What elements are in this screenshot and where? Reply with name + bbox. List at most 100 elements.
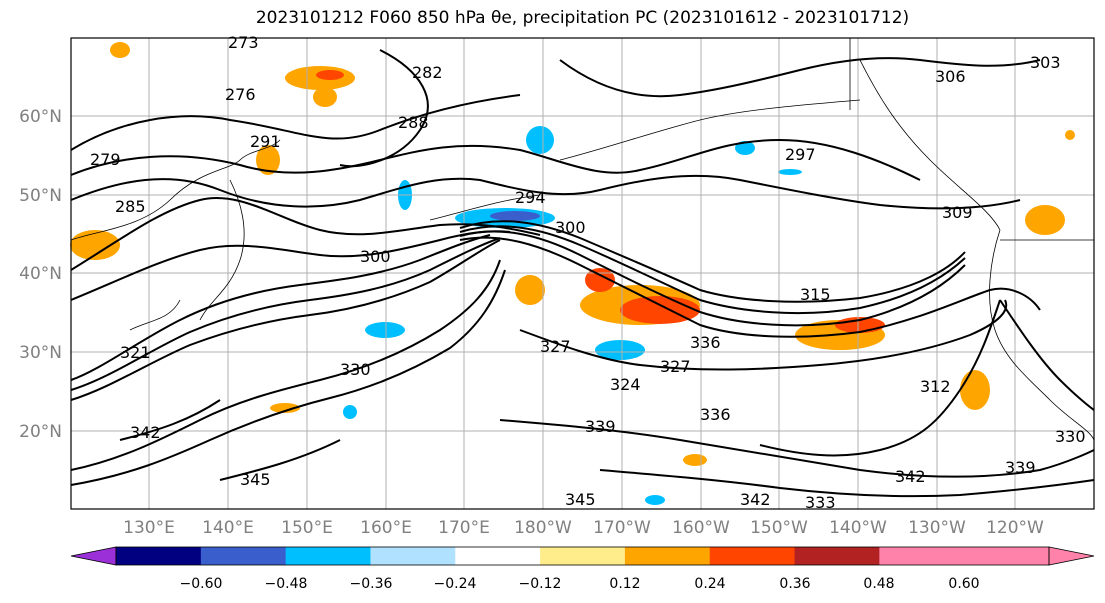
contour-label: 345 bbox=[240, 470, 271, 489]
precip-negative-region bbox=[645, 495, 665, 505]
precip-negative-region bbox=[595, 340, 645, 360]
colorbar-tick-label: −0.60 bbox=[180, 576, 223, 592]
lat-label: 30°N bbox=[19, 343, 62, 363]
precip-positive-region bbox=[316, 70, 344, 80]
lon-label: 140°W bbox=[829, 518, 887, 538]
lat-label: 60°N bbox=[19, 107, 62, 127]
contour-label: 294 bbox=[515, 188, 546, 207]
contour-label: 339 bbox=[1005, 458, 1036, 477]
contour-label: 342 bbox=[740, 490, 771, 509]
colorbar-extend-low bbox=[70, 546, 117, 566]
precip-positive-region bbox=[585, 268, 615, 292]
contour-label: 330 bbox=[340, 360, 371, 379]
precip-negative-region bbox=[778, 169, 802, 175]
precip-positive-region bbox=[1065, 130, 1075, 140]
contour-label: 315 bbox=[800, 285, 831, 304]
colorbar-tick-label: −0.12 bbox=[519, 576, 562, 592]
contour-label: 300 bbox=[555, 218, 586, 237]
colorbar-segment bbox=[285, 547, 371, 565]
colorbar-tick-label: −0.48 bbox=[265, 576, 308, 592]
lon-label: 140°E bbox=[202, 518, 254, 538]
lat-label: 20°N bbox=[19, 422, 62, 442]
colorbar-tick-label: 0.12 bbox=[609, 576, 640, 592]
contour-label: 336 bbox=[690, 333, 721, 352]
contour-label: 327 bbox=[660, 357, 691, 376]
lon-label: 150°W bbox=[750, 518, 808, 538]
colorbar-segments bbox=[116, 547, 1050, 565]
contour-label: 330 bbox=[1055, 427, 1086, 446]
colorbar-tick-label: −0.36 bbox=[350, 576, 393, 592]
colorbar-tick-label: 0.24 bbox=[694, 576, 725, 592]
contour-label: 288 bbox=[398, 113, 429, 132]
lon-label: 130°E bbox=[123, 518, 175, 538]
contour-label: 345 bbox=[565, 490, 596, 509]
map-title: 2023101212 F060 850 hPa θe, precipitatio… bbox=[255, 8, 910, 28]
contour-label: 300 bbox=[360, 247, 391, 266]
contour-label: 342 bbox=[895, 467, 926, 486]
colorbar-segment bbox=[116, 547, 202, 565]
colorbar-ticks: −0.60 −0.48 −0.36 −0.24 −0.12 0.12 0.24 … bbox=[180, 576, 980, 592]
lon-label: 180°W bbox=[514, 518, 572, 538]
colorbar-segment bbox=[879, 547, 965, 565]
lon-label: 150°E bbox=[281, 518, 333, 538]
colorbar-tick-label: −0.24 bbox=[434, 576, 477, 592]
contour-label: 303 bbox=[1030, 53, 1061, 72]
contour-label: 333 bbox=[805, 493, 836, 512]
colorbar-segment bbox=[455, 547, 541, 565]
colorbar-segment bbox=[370, 547, 456, 565]
lon-label: 160°E bbox=[360, 518, 412, 538]
precip-positive-region bbox=[515, 275, 545, 305]
colorbar-tick-label: 0.36 bbox=[779, 576, 810, 592]
lon-label: 120°W bbox=[986, 518, 1044, 538]
colorbar-extend-high bbox=[1048, 546, 1095, 566]
colorbar-segment bbox=[709, 547, 796, 565]
lon-label: 170°E bbox=[438, 518, 490, 538]
precip-positive-region bbox=[270, 403, 300, 413]
colorbar-tick-label: 0.60 bbox=[948, 576, 979, 592]
colorbar-segment bbox=[540, 547, 626, 565]
contour-label: 321 bbox=[120, 343, 151, 362]
contour-label: 279 bbox=[90, 150, 121, 169]
map-plot-area: 273 276 279 282 285 288 291 294 297 300 … bbox=[70, 33, 1095, 512]
colorbar-segment bbox=[200, 547, 287, 565]
precip-positive-region bbox=[70, 230, 120, 260]
contour-label: 276 bbox=[225, 85, 256, 104]
precip-negative-region bbox=[343, 405, 357, 419]
precip-positive-region bbox=[960, 370, 990, 410]
colorbar: −0.60 −0.48 −0.36 −0.24 −0.12 0.12 0.24 … bbox=[70, 546, 1095, 592]
colorbar-tick-label: 0.48 bbox=[863, 576, 894, 592]
precip-negative-region bbox=[490, 211, 540, 221]
map-frame bbox=[70, 37, 1095, 510]
lon-label: 160°W bbox=[672, 518, 730, 538]
contour-label: 324 bbox=[610, 375, 641, 394]
lat-label: 50°N bbox=[19, 186, 62, 206]
latitude-labels: 20°N 30°N 40°N 50°N 60°N bbox=[19, 107, 62, 442]
longitude-labels: 130°E 140°E 150°E 160°E 170°E 180°W 170°… bbox=[123, 518, 1044, 538]
contour-label: 327 bbox=[540, 337, 571, 356]
precip-negative-region bbox=[526, 126, 554, 154]
contour-labels: 273 276 279 282 285 288 291 294 297 300 … bbox=[90, 33, 1086, 512]
colorbar-segment bbox=[794, 547, 880, 565]
contour-label: 285 bbox=[115, 197, 146, 216]
contour-label: 297 bbox=[785, 145, 816, 164]
contour-label: 291 bbox=[250, 132, 281, 151]
contour-label: 339 bbox=[585, 417, 616, 436]
contour-label: 306 bbox=[935, 67, 966, 86]
contour-label: 342 bbox=[130, 423, 161, 442]
contour-label: 273 bbox=[228, 33, 259, 52]
contour-label: 312 bbox=[920, 377, 951, 396]
colorbar-frame bbox=[115, 546, 1050, 566]
precip-positive-region bbox=[313, 87, 337, 107]
colorbar-segment bbox=[964, 547, 1050, 565]
contour-label: 309 bbox=[942, 203, 973, 222]
lon-label: 170°W bbox=[593, 518, 651, 538]
precip-positive-region bbox=[256, 145, 280, 175]
colorbar-segment bbox=[624, 547, 711, 565]
precip-positive-region bbox=[110, 42, 130, 58]
lon-label: 130°W bbox=[908, 518, 966, 538]
precip-negative-region bbox=[735, 141, 755, 155]
theta-e-contours bbox=[70, 49, 1095, 498]
lat-label: 40°N bbox=[19, 264, 62, 284]
precip-positive-region bbox=[683, 454, 707, 466]
precip-positive-region bbox=[1025, 205, 1065, 235]
